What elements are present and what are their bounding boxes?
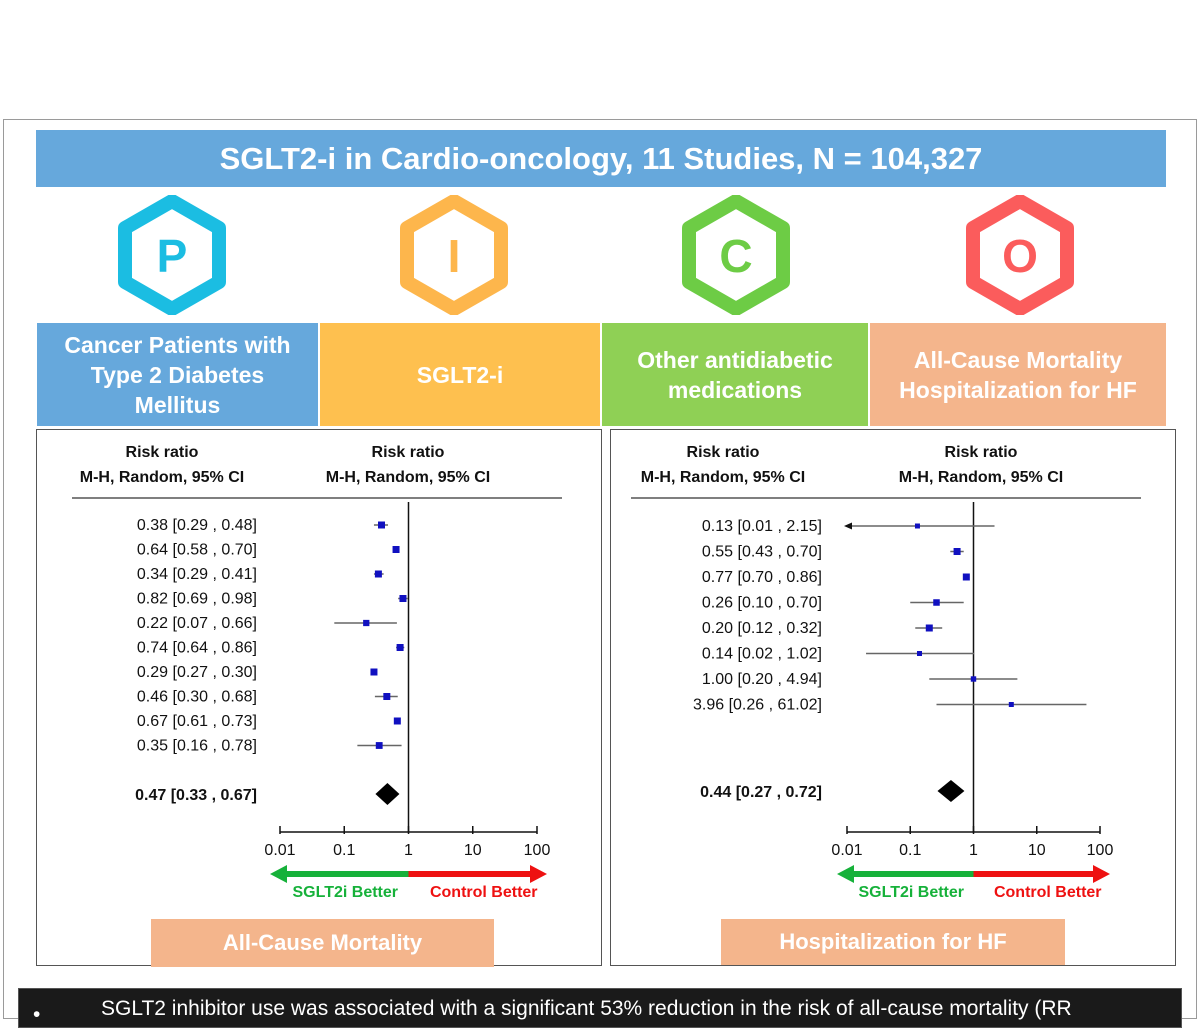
study-point-marker (925, 624, 933, 632)
o-hexagon-icon: O (966, 195, 1074, 315)
study-estimate-label: 0.14 [0.02 , 1.02] (702, 646, 822, 663)
study-point-marker (399, 595, 407, 602)
header-right-subtitle: M-H, Random, 95% CI (326, 469, 490, 486)
title-banner: SGLT2-i in Cardio-oncology, 11 Studies, … (36, 130, 1166, 187)
c-hexagon-icon: C (682, 195, 790, 315)
pooled-estimate-label: 0.44 [0.27 , 0.72] (700, 784, 822, 801)
header-left-title: Risk ratio (126, 444, 199, 461)
study-point-marker (933, 599, 940, 606)
i-hexagon-icon: I (400, 195, 508, 315)
mortality-outcome-text: All-Cause Mortality (222, 930, 423, 955)
favours-left-label: SGLT2i Better (859, 884, 965, 901)
study-estimate-label: 0.13 [0.01 , 2.15] (702, 518, 822, 535)
study-estimate-label: 0.35 [0.16 , 0.78] (137, 738, 257, 755)
study-point-marker (1008, 702, 1014, 707)
outcome-box: All-Cause Mortality Hospitalization for … (870, 323, 1166, 426)
x-axis-tick-label: 10 (464, 842, 482, 859)
summary-bullet: • (33, 1003, 41, 1026)
x-axis-tick-label: 1 (404, 842, 413, 859)
favours-left-arrow (837, 865, 974, 883)
x-axis-tick-label: 0.1 (333, 842, 355, 859)
study-estimate-label: 3.96 [0.26 , 61.02] (693, 697, 822, 714)
study-point-marker (953, 548, 961, 555)
header-left-title: Risk ratio (687, 444, 760, 461)
x-axis-tick-label: 100 (1087, 842, 1114, 859)
c-letter: C (719, 230, 752, 282)
study-point-marker (962, 573, 970, 581)
study-point-marker (914, 523, 920, 529)
ci-truncation-arrow (844, 522, 852, 530)
x-axis-tick-label: 100 (524, 842, 551, 859)
study-estimate-label: 0.38 [0.29 , 0.48] (137, 517, 257, 534)
favours-right-arrow (973, 865, 1110, 883)
study-point-marker (392, 546, 400, 553)
summary-text: SGLT2 inhibitor use was associated with … (101, 997, 1072, 1020)
p-hexagon-icon: P (118, 195, 226, 315)
pooled-estimate-label: 0.47 [0.33 , 0.67] (135, 787, 257, 804)
header-left-subtitle: M-H, Random, 95% CI (641, 469, 805, 486)
study-point-marker (370, 668, 378, 676)
outcome-text: All-Cause Mortality Hospitalization for … (899, 346, 1137, 403)
study-estimate-label: 1.00 [0.20 , 4.94] (702, 671, 822, 688)
hf-outcome-text: Hospitalization for HF (779, 929, 1007, 954)
study-point-marker (383, 693, 391, 700)
study-estimate-label: 0.55 [0.43 , 0.70] (702, 544, 822, 561)
hf-forest-plot: Risk ratio M-H, Random, 95% CI Risk ratio M… (631, 444, 1141, 901)
study-point-marker (378, 521, 386, 529)
favours-right-arrow (408, 865, 547, 883)
study-point-marker (916, 651, 922, 656)
i-letter: I (448, 230, 461, 282)
o-letter: O (1002, 230, 1038, 282)
study-estimate-label: 0.74 [0.64 , 0.86] (137, 640, 257, 657)
study-point-marker (396, 644, 404, 651)
pooled-diamond (937, 780, 965, 802)
study-estimate-label: 0.29 [0.27 , 0.30] (137, 664, 257, 681)
mortality-forest-plot: Risk ratio M-H, Random, 95% CI Risk ratio M… (72, 444, 562, 901)
x-axis-tick-label: 10 (1028, 842, 1046, 859)
p-letter: P (157, 230, 188, 282)
favours-left-label: SGLT2i Better (293, 884, 399, 901)
header-left-subtitle: M-H, Random, 95% CI (80, 469, 244, 486)
comparison-box: Other antidiabetic medications (602, 323, 868, 426)
population-box: Cancer Patients with Type 2 Diabetes Mel… (37, 323, 318, 426)
study-estimate-label: 0.67 [0.61 , 0.73] (137, 713, 257, 730)
x-axis-tick-label: 1 (969, 842, 978, 859)
study-estimate-label: 0.82 [0.69 , 0.98] (137, 591, 257, 608)
hf-outcome-label: Hospitalization for HF (721, 919, 1065, 965)
header-right-subtitle: M-H, Random, 95% CI (899, 469, 1063, 486)
study-point-marker (970, 676, 977, 682)
intervention-box: SGLT2-i (320, 323, 600, 426)
page-title: SGLT2-i in Cardio-oncology, 11 Studies, … (219, 140, 983, 176)
header-right-title: Risk ratio (372, 444, 445, 461)
study-estimate-label: 0.26 [0.10 , 0.70] (702, 595, 822, 612)
study-estimate-label: 0.64 [0.58 , 0.70] (137, 542, 257, 559)
summary-bar: • SGLT2 inhibitor use was associated wit… (18, 988, 1182, 1028)
study-point-marker (393, 717, 401, 725)
population-text: Cancer Patients with Type 2 Diabetes Mel… (64, 331, 291, 418)
x-axis-tick-label: 0.01 (831, 842, 862, 859)
mortality-forest-panel: Risk ratio M-H, Random, 95% CI Risk ratio M… (36, 429, 602, 967)
study-estimate-label: 0.77 [0.70 , 0.86] (702, 569, 822, 586)
comparison-text: Other antidiabetic medications (637, 346, 833, 403)
study-point-marker (363, 619, 370, 627)
header-right-title: Risk ratio (945, 444, 1018, 461)
favours-left-arrow (270, 865, 409, 883)
favours-right-label: Control Better (994, 884, 1102, 901)
x-axis-tick-label: 0.1 (899, 842, 921, 859)
x-axis-tick-label: 0.01 (264, 842, 295, 859)
study-estimate-label: 0.34 [0.29 , 0.41] (137, 566, 257, 583)
study-estimate-label: 0.46 [0.30 , 0.68] (137, 689, 257, 706)
intervention-text: SGLT2-i (416, 361, 504, 388)
pooled-diamond (375, 783, 400, 805)
study-estimate-label: 0.20 [0.12 , 0.32] (702, 620, 822, 637)
study-estimate-label: 0.22 [0.07 , 0.66] (137, 615, 257, 632)
hf-forest-panel: Risk ratio M-H, Random, 95% CI Risk ratio M… (610, 429, 1176, 966)
favours-right-label: Control Better (430, 884, 538, 901)
mortality-outcome-label: All-Cause Mortality (151, 919, 494, 967)
study-point-marker (375, 742, 383, 749)
study-point-marker (374, 570, 382, 578)
